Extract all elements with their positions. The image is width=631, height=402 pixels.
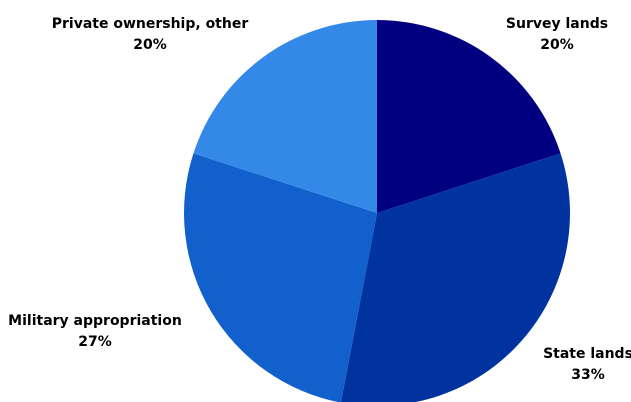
slice-value-label: 27%: [78, 334, 112, 350]
slice-category-label: Military appropriation: [8, 313, 182, 329]
slice-category-label: Survey lands: [506, 16, 608, 32]
slice-value-label: 20%: [540, 37, 574, 53]
slice-value-label: 20%: [133, 37, 167, 53]
slice-category-label: State lands: [543, 346, 631, 362]
pie-slices: [184, 20, 570, 402]
pie-slice-survey-lands: [377, 20, 561, 213]
pie-slice-military-appropriation: [184, 153, 377, 402]
pie-slice-state-lands: [340, 153, 570, 402]
slice-value-label: 33%: [571, 367, 605, 383]
slice-labels: Survey lands 20% State lands 33% Military ap…: [8, 16, 631, 383]
pie-slice-private-ownership-other: [193, 20, 377, 213]
slice-category-label: Private ownership, other: [52, 16, 249, 32]
